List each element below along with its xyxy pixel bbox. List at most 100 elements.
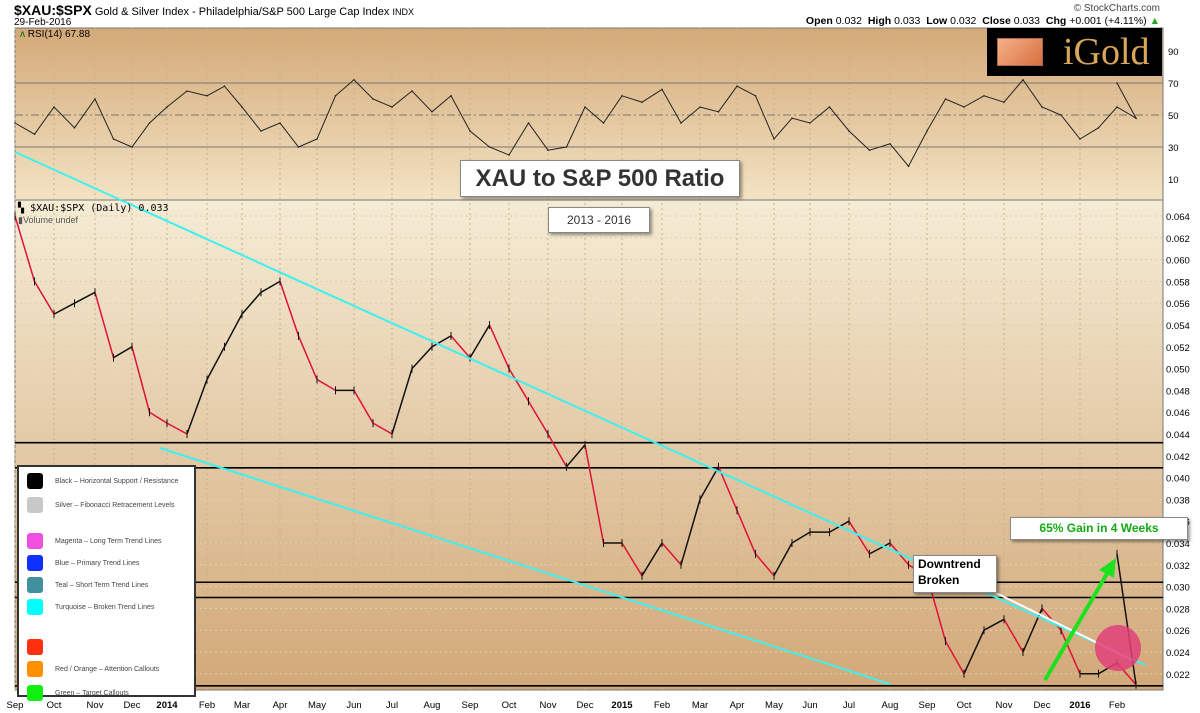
rsi-point — [1022, 79, 1024, 81]
x-tick-label: 2014 — [156, 700, 178, 711]
price-tick-label: 0.064 — [1166, 212, 1190, 223]
rsi-point — [450, 95, 452, 97]
volume-icon: ▮ — [18, 215, 23, 225]
price-segment — [94, 292, 115, 358]
low-value: 0.032 — [950, 15, 977, 27]
rsi-point — [33, 133, 36, 135]
x-tick-label: Apr — [273, 700, 288, 711]
price-tick-label: 0.022 — [1166, 670, 1190, 681]
rsi-point — [186, 90, 188, 92]
price-tick-label: 0.030 — [1166, 583, 1190, 594]
price-segment — [260, 280, 281, 293]
x-tick-label: May — [765, 700, 783, 711]
rsi-point — [1116, 82, 1118, 84]
rsi-point — [94, 98, 96, 100]
price-label-text: $XAU:$SPX (Daily) 0.033 — [30, 203, 169, 214]
x-tick-label: Dec — [577, 700, 594, 711]
price-tick-label: 0.060 — [1166, 256, 1190, 267]
x-tick-label: Dec — [1034, 700, 1051, 711]
price-segment — [297, 335, 318, 380]
legend-swatch-icon — [27, 685, 43, 701]
downtrend-callout: Downtrend Broken — [913, 555, 997, 593]
rsi-point — [680, 122, 682, 124]
x-tick-label: Sep — [462, 700, 479, 711]
price-tick-label: 0.040 — [1166, 474, 1190, 485]
price-segment — [353, 390, 374, 424]
legend-label: Black – Horizontal Support / Resistance — [55, 477, 179, 485]
x-tick-label: Aug — [424, 700, 441, 711]
x-tick-label: Nov — [540, 700, 557, 711]
rsi-point — [602, 122, 605, 124]
price-segment — [869, 542, 891, 555]
rsi-point — [241, 106, 243, 108]
rsi-point — [791, 117, 793, 119]
price-segment — [279, 281, 300, 337]
ohlc-readout: Open 0.032 High 0.033 Low 0.032 Close 0.… — [806, 15, 1160, 27]
candle-icon: ▚ — [18, 203, 25, 214]
rsi-point — [1079, 138, 1081, 140]
chart-subtitle-box: 2013 - 2016 — [548, 207, 650, 233]
chart-header: $XAU:$SPX Gold & Silver Index - Philadel… — [14, 2, 414, 18]
rsi-tick-label: 70 — [1168, 79, 1179, 90]
rsi-point — [889, 143, 891, 145]
volume-label-text: Volume undef — [22, 215, 78, 225]
rsi-point — [621, 95, 623, 97]
price-tick-label: 0.024 — [1166, 648, 1190, 659]
rsi-point — [828, 106, 831, 108]
rsi-point — [1041, 106, 1043, 108]
rsi-point — [431, 111, 433, 113]
rsi-point — [944, 98, 947, 100]
price-label: ▚ $XAU:$SPX (Daily) 0.033 — [18, 203, 169, 214]
legend-label: Green – Target Callouts — [55, 689, 129, 697]
legend-item: Red / Orange – Attention Callouts — [27, 661, 159, 677]
rsi-point — [717, 111, 720, 113]
rsi-point — [469, 130, 471, 132]
chart-title-box: XAU to S&P 500 Ratio — [460, 160, 740, 197]
symbol-name: Gold & Silver Index - Philadelphia/S&P 5… — [94, 6, 390, 18]
price-tick-label: 0.044 — [1166, 430, 1190, 441]
price-segment — [469, 324, 491, 359]
high-label: High — [867, 15, 892, 27]
rsi-point — [148, 122, 151, 124]
legend-label: Blue – Primary Trend Lines — [55, 559, 140, 567]
price-segment — [680, 499, 701, 566]
rsi-point — [848, 130, 850, 132]
rsi-point — [316, 138, 318, 140]
rsi-point — [773, 138, 775, 140]
low-label: Low — [926, 15, 948, 27]
price-segment — [527, 400, 549, 435]
price-segment — [316, 378, 336, 392]
rsi-point — [754, 95, 757, 97]
price-segment — [848, 520, 871, 555]
x-tick-label: Jun — [346, 700, 361, 711]
price-tick-label: 0.058 — [1166, 277, 1190, 288]
rsi-label-text: RSI(14) 67.88 — [27, 29, 91, 40]
legend-item: Turquoise – Broken Trend Lines — [27, 599, 154, 615]
price-segment — [584, 444, 605, 544]
x-tick-label: Sep — [7, 700, 24, 711]
rsi-tick-label: 90 — [1168, 47, 1179, 58]
rsi-point — [411, 90, 413, 92]
legend-swatch-icon — [27, 555, 43, 571]
rsi-point — [1097, 127, 1100, 129]
price-segment — [699, 466, 720, 500]
legend-label: Silver – Fibonacci Retracement Levels — [55, 501, 175, 509]
rsi-point — [809, 122, 811, 124]
rsi-point — [736, 85, 738, 87]
rsi-point — [508, 154, 510, 156]
price-tick-label: 0.034 — [1166, 539, 1190, 550]
price-segment — [431, 335, 452, 348]
legend-item: Silver – Fibonacci Retracement Levels — [27, 497, 174, 513]
price-segment — [186, 379, 208, 435]
rsi-point — [73, 127, 76, 129]
legend-item: Magenta – Long Term Trend Lines — [27, 533, 162, 549]
legend-label: Teal – Short Term Trend Lines — [55, 581, 149, 589]
price-segment — [488, 324, 510, 369]
rsi-point — [391, 106, 393, 108]
x-tick-label: 2015 — [611, 700, 633, 711]
copyright: © StockCharts.com — [1073, 3, 1160, 14]
arrow-head-icon — [1099, 558, 1116, 578]
price-tick-label: 0.038 — [1166, 495, 1190, 506]
price-segment — [717, 466, 738, 511]
legend: Black – Horizontal Support / Resistance S… — [17, 465, 196, 701]
